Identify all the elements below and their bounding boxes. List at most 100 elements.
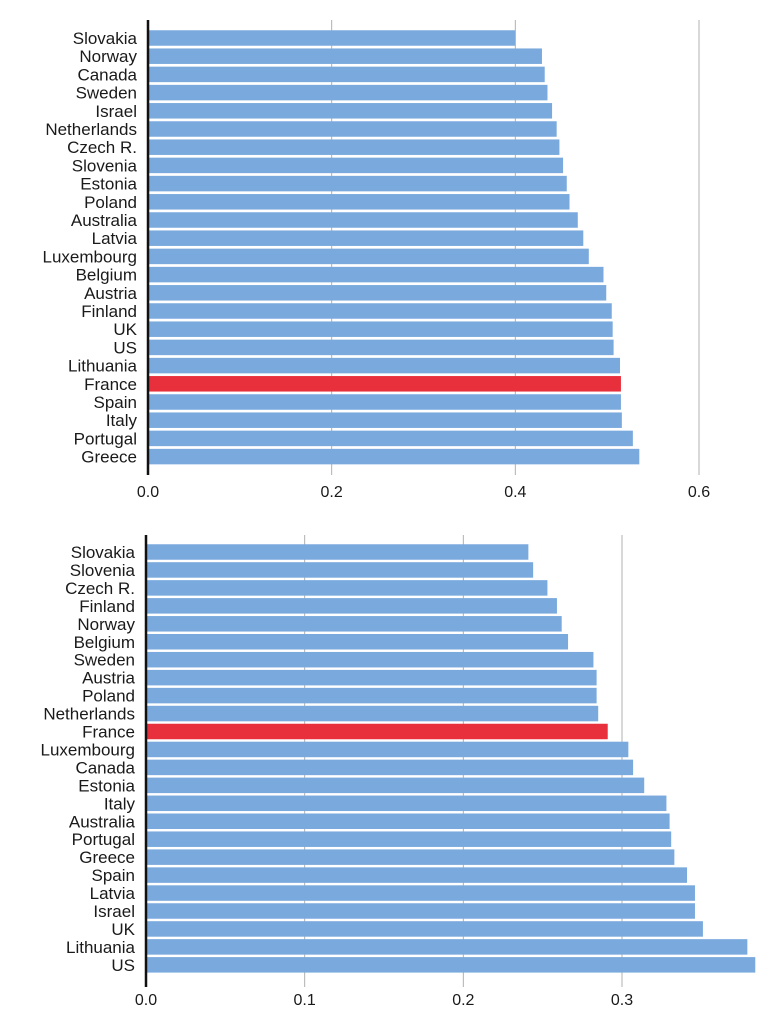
bar xyxy=(148,285,607,301)
category-label: Norway xyxy=(79,47,137,66)
category-label: France xyxy=(82,723,135,742)
category-label: Netherlands xyxy=(45,120,137,139)
bar xyxy=(146,885,695,901)
category-label: Sweden xyxy=(76,84,137,103)
category-label: Lithuania xyxy=(66,938,136,957)
x-tick-label: 0.1 xyxy=(294,992,316,1009)
bar xyxy=(148,48,542,64)
bar xyxy=(146,598,557,614)
bar xyxy=(148,66,545,83)
category-label: UK xyxy=(111,920,135,939)
category-label: Latvia xyxy=(92,229,138,248)
bar xyxy=(146,831,672,847)
category-label: Luxembourg xyxy=(40,740,135,759)
bar xyxy=(146,957,756,973)
bar xyxy=(146,669,597,686)
category-label: Austria xyxy=(84,284,137,303)
bar xyxy=(148,121,557,137)
x-tick-label: 0.2 xyxy=(452,992,474,1009)
bar xyxy=(148,157,564,174)
category-label: Luxembourg xyxy=(42,247,137,266)
category-label: Lithuania xyxy=(68,357,138,376)
category-label: Canada xyxy=(75,758,135,777)
bar xyxy=(148,266,604,283)
bar xyxy=(146,795,667,812)
bar xyxy=(148,303,612,319)
bar-highlight xyxy=(148,376,621,392)
x-tick-label: 0.6 xyxy=(688,484,710,501)
bar xyxy=(148,139,560,155)
category-label: Australia xyxy=(69,812,136,831)
bar xyxy=(146,705,599,722)
category-label: Finland xyxy=(79,597,135,616)
category-label: Greece xyxy=(79,848,135,867)
bar xyxy=(146,867,688,883)
bar-highlight xyxy=(146,723,608,740)
category-label: Belgium xyxy=(74,633,135,652)
category-label: Belgium xyxy=(76,266,137,285)
category-label: Spain xyxy=(92,866,135,885)
category-label: France xyxy=(84,375,137,394)
bar xyxy=(148,194,570,210)
category-label: Slovakia xyxy=(71,543,136,562)
bar xyxy=(148,175,567,192)
category-label: US xyxy=(113,338,137,357)
category-label: Greece xyxy=(81,448,137,467)
bar xyxy=(148,30,516,46)
category-label: UK xyxy=(113,320,137,339)
bar xyxy=(146,777,645,794)
bar xyxy=(146,849,675,865)
bar xyxy=(148,394,621,410)
bar xyxy=(146,544,529,560)
category-label: Slovakia xyxy=(73,29,138,48)
bar xyxy=(146,759,634,776)
bar xyxy=(148,248,589,265)
category-label: Slovenia xyxy=(70,561,136,580)
bar xyxy=(146,580,548,596)
x-tick-label: 0.0 xyxy=(137,484,159,501)
category-label: Finland xyxy=(81,302,137,321)
bar xyxy=(148,103,553,119)
bar xyxy=(146,616,562,632)
category-label: Canada xyxy=(77,65,137,84)
category-label: Latvia xyxy=(90,884,136,903)
x-tick-label: 0.0 xyxy=(135,992,157,1009)
x-tick-label: 0.2 xyxy=(321,484,343,501)
category-label: Italy xyxy=(104,794,136,813)
category-label: Czech R. xyxy=(67,138,137,157)
x-tick-label: 0.3 xyxy=(611,992,633,1009)
category-label: Austria xyxy=(82,669,135,688)
bar xyxy=(146,651,594,668)
category-label: Portugal xyxy=(74,429,137,448)
category-label: Netherlands xyxy=(43,705,135,724)
bar xyxy=(146,562,534,578)
category-label: Poland xyxy=(82,687,135,706)
bar xyxy=(148,230,584,246)
bar xyxy=(148,321,613,337)
category-label: Czech R. xyxy=(65,579,135,598)
bar xyxy=(148,430,633,447)
category-label: Norway xyxy=(77,615,135,634)
category-label: Estonia xyxy=(78,776,135,795)
bar xyxy=(146,687,597,704)
category-label: Estonia xyxy=(80,175,137,194)
bar xyxy=(148,339,614,356)
bar xyxy=(146,634,569,650)
category-label: Sweden xyxy=(74,651,135,670)
category-label: Australia xyxy=(71,211,138,230)
category-label: Slovenia xyxy=(72,156,138,175)
bar xyxy=(148,212,578,228)
bar xyxy=(146,741,629,758)
category-label: Poland xyxy=(84,193,137,212)
bar xyxy=(148,357,621,374)
bar xyxy=(148,84,548,101)
bar xyxy=(146,921,703,937)
category-label: Spain xyxy=(94,393,137,412)
category-label: Italy xyxy=(106,411,138,430)
bar xyxy=(146,939,748,955)
bar xyxy=(148,412,622,428)
category-label: Portugal xyxy=(72,830,135,849)
bar xyxy=(148,448,640,465)
